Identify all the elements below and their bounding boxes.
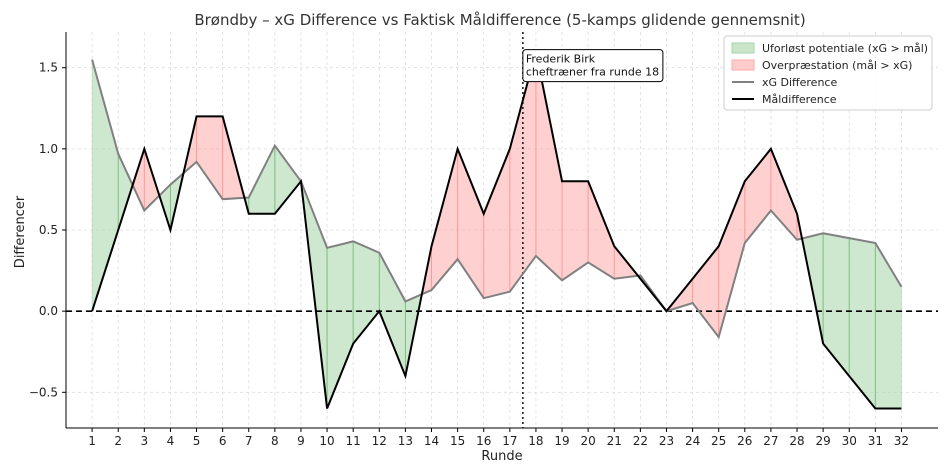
x-tick-label: 18 xyxy=(528,434,543,448)
x-tick-label: 25 xyxy=(711,434,726,448)
legend-entry-goal-difference-label: Måldifference xyxy=(762,93,837,106)
legend-entry-xg-difference-label: xG Difference xyxy=(762,76,837,89)
x-tick-label: 10 xyxy=(319,434,334,448)
underperformance-fill xyxy=(875,242,902,409)
x-tick-label: 12 xyxy=(372,434,387,448)
x-tick-label: 6 xyxy=(219,434,227,448)
x-tick-label: 17 xyxy=(502,434,517,448)
overperformance-fill xyxy=(483,148,511,299)
x-tick-label: 32 xyxy=(894,434,909,448)
x-tick-label: 26 xyxy=(737,434,752,448)
xg-difference-line xyxy=(91,59,903,340)
underperformance-fill xyxy=(248,145,276,215)
overperformance-fill xyxy=(457,148,484,299)
underperformance-fill xyxy=(379,252,406,377)
y-tick-label: 1.0 xyxy=(39,142,58,156)
overperformance-fill xyxy=(431,148,458,291)
x-tick-label: 28 xyxy=(789,434,804,448)
legend-entry-overperformance-label: Overpræstation (mål > xG) xyxy=(762,59,912,72)
x-tick-label: 8 xyxy=(271,434,279,448)
x-tick-label: 23 xyxy=(659,434,674,448)
x-tick-label: 3 xyxy=(141,434,149,448)
overperformance-fill xyxy=(196,116,223,200)
annotation-text: cheftræner fra runde 18 xyxy=(526,66,659,79)
legend-box xyxy=(723,35,933,111)
legend: Uforløst potentiale (xG > mål) Overpræsta… xyxy=(723,35,933,111)
x-tick-label: 27 xyxy=(763,434,778,448)
x-tick-label: 29 xyxy=(815,434,830,448)
x-tick-label: 11 xyxy=(346,434,361,448)
underperformance-fill xyxy=(822,232,850,377)
x-tick-label: 1 xyxy=(88,434,96,448)
x-tick-label: 16 xyxy=(476,434,491,448)
chart-title: Brøndby – xG Difference vs Faktisk Måldi… xyxy=(194,11,805,29)
x-tick-label: 9 xyxy=(297,434,305,448)
annotation-box xyxy=(522,49,664,83)
x-tick-label: 20 xyxy=(581,434,596,448)
annotation-text: Frederik Birk xyxy=(526,53,596,66)
y-tick-label: 0.0 xyxy=(39,304,58,318)
x-tick-label: 14 xyxy=(424,434,439,448)
overperformance-fill xyxy=(692,245,719,338)
x-tick-label: 15 xyxy=(450,434,465,448)
y-axis-title: Differencer xyxy=(13,195,28,268)
x-tick-label: 13 xyxy=(398,434,413,448)
x-tick-label: 30 xyxy=(842,434,857,448)
underperformance-fill xyxy=(274,144,302,215)
x-tick-label: 31 xyxy=(868,434,883,448)
series-lines xyxy=(91,51,903,410)
goal-difference-line xyxy=(91,51,902,410)
underperformance-fill xyxy=(326,241,354,409)
y-tick-label: 0.5 xyxy=(39,223,58,237)
legend-entry-underperformance-swatch xyxy=(731,42,755,54)
x-tick-label: 24 xyxy=(685,434,700,448)
x-tick-label: 7 xyxy=(245,434,253,448)
underperformance-fill xyxy=(848,237,876,410)
x-tick-label: 22 xyxy=(633,434,648,448)
x-tick-label: 4 xyxy=(167,434,175,448)
x-tick-label: 5 xyxy=(193,434,201,448)
legend-entry-underperformance-label: Uforløst potentiale (xG > mål) xyxy=(762,42,928,55)
x-axis-title: Runde xyxy=(481,449,522,464)
x-tick-label: 2 xyxy=(114,434,122,448)
x-tick-label: 21 xyxy=(607,434,622,448)
legend-entry-overperformance-swatch xyxy=(731,59,755,71)
y-tick-label: −0.5 xyxy=(29,385,58,399)
x-tick-label: 19 xyxy=(554,434,569,448)
y-tick-label: 1.5 xyxy=(39,61,58,75)
overperformance-fill xyxy=(744,148,772,244)
axes: 1 2 3 4 5 6 7 8 9 10 11 12 13 14 15 16 17 18 19 20 21 22 23 24 2… xyxy=(29,32,938,448)
